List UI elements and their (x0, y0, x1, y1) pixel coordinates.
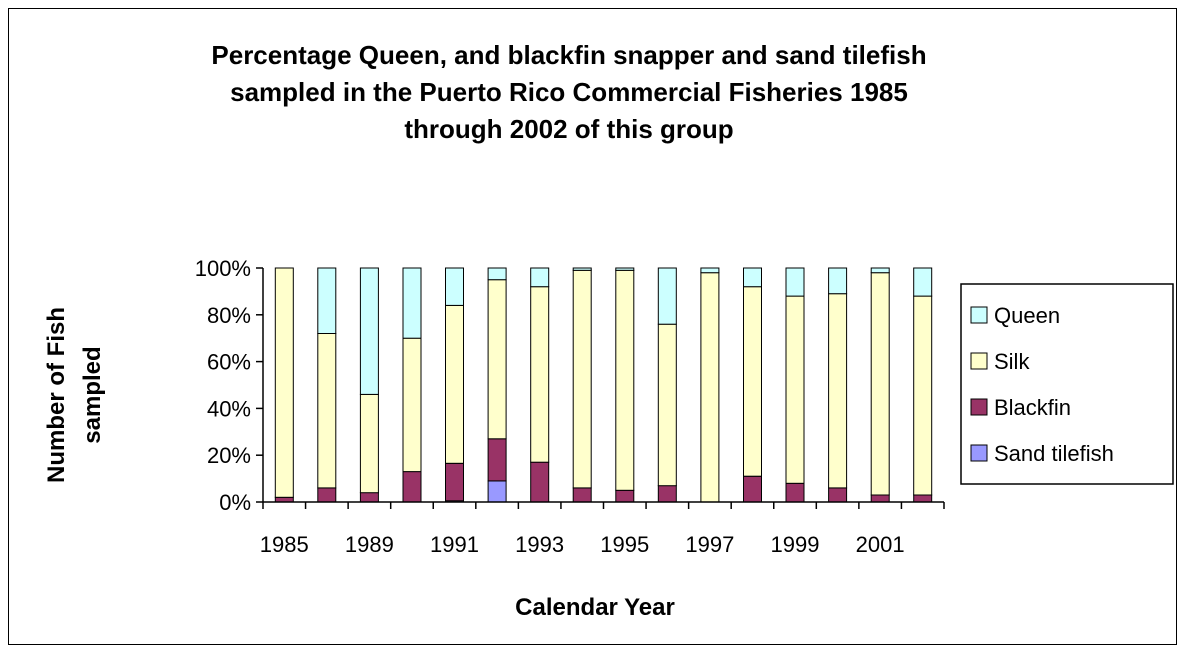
x-tick-label-1999: 1999 (771, 532, 820, 557)
legend-box (960, 283, 1174, 485)
bar-silk-1995 (615, 269, 635, 491)
y-tick-label-40: 40% (207, 396, 251, 421)
bar-blackfin-1996 (657, 485, 677, 503)
bar-queen-1989 (359, 267, 379, 395)
bar-silk-2001 (870, 272, 890, 496)
bar-queen-1994 (572, 267, 592, 271)
bar-silk-1998 (743, 286, 762, 477)
bar-silk-2002 (913, 295, 933, 496)
x-tick-label-2001: 2001 (856, 532, 905, 557)
legend-swatch-blackfin (970, 398, 988, 416)
legend-label-silk: Silk (994, 349, 1030, 374)
chart-frame: Percentage Queen, and blackfin snapper a… (8, 8, 1177, 645)
bar-queen-1986 (317, 267, 337, 334)
bar-queen-2000 (828, 267, 848, 295)
y-tick-label-20: 20% (207, 443, 251, 468)
x-tick-label-1995: 1995 (600, 532, 649, 557)
x-axis-title: Calendar Year (515, 594, 675, 621)
bar-silk-1993 (530, 286, 550, 463)
bar-blackfin-1992 (487, 438, 507, 482)
y-axis-title-line-2: sampled (79, 346, 106, 443)
bar-silk-1992 (487, 279, 507, 440)
bar-blackfin-1999 (785, 482, 805, 503)
legend-label-queen: Queen (994, 303, 1060, 328)
x-tick-label-1989: 1989 (345, 532, 394, 557)
bar-queen-1993 (530, 267, 550, 288)
chart-title-line-2: sampled in the Puerto Rico Commercial Fi… (230, 77, 908, 107)
chart-title: Percentage Queen, and blackfin snapper a… (211, 40, 926, 144)
legend-swatch-queen (970, 306, 988, 324)
legend-label-sand-tilefish: Sand tilefish (994, 441, 1114, 466)
bar-silk-2000 (828, 293, 848, 489)
chart-title-line-3: through 2002 of this group (404, 114, 733, 144)
bar-silk-1996 (657, 323, 677, 487)
y-tick-label-0: 0% (219, 490, 251, 515)
bar-blackfin-1998 (743, 475, 762, 503)
y-axis-title-line-1: Number of Fish (43, 307, 70, 483)
y-tick-label-80: 80% (207, 303, 251, 328)
bar-blackfin-2002 (913, 494, 933, 503)
plot-area: 0% 20% 40% 60% 80% 100% 1985 1989 1991 1993 1995 19… (195, 256, 945, 557)
legend-label-blackfin: Blackfin (994, 395, 1071, 420)
chart-svg: Percentage Queen, and blackfin snapper a… (43, 40, 1174, 621)
bar-queen-1996 (657, 267, 677, 325)
y-tick-label-60: 60% (207, 350, 251, 375)
bar-silk-1991 (445, 304, 464, 464)
bar-silk-1994 (572, 269, 592, 489)
bar-queen-1999 (785, 267, 805, 297)
bar-silk-1986 (317, 333, 337, 489)
bar-queen-1992 (487, 267, 507, 281)
y-axis-title: Number of Fish sampled (43, 307, 106, 483)
bar-queen-2001 (870, 267, 890, 274)
legend: Queen Silk Blackfin Sand tilefish (960, 283, 1174, 485)
bar-silk-1999 (785, 295, 805, 484)
bar-queen-1997 (700, 267, 720, 274)
y-tick-label-100: 100% (195, 256, 251, 281)
bar-blackfin-1994 (572, 487, 592, 503)
bar-blackfin-2001 (870, 494, 890, 503)
bar-blackfin-1990 (402, 471, 422, 503)
bar-blackfin-1995 (615, 489, 635, 503)
bar-silk-1997 (700, 272, 720, 503)
bar-blackfin-2000 (828, 487, 848, 503)
bar-queen-1995 (615, 267, 635, 271)
bar-silk-1990 (402, 337, 422, 473)
bar-blackfin-1989 (359, 492, 379, 503)
bar-silk-1989 (359, 393, 379, 494)
bar-queen-1998 (743, 267, 762, 288)
x-tick-label-1997: 1997 (685, 532, 734, 557)
legend-swatch-silk (970, 352, 988, 370)
bar-blackfin-1991 (445, 462, 464, 502)
bar-blackfin-1993 (530, 461, 550, 503)
bar-queen-1991 (445, 267, 464, 306)
x-tick-label-1993: 1993 (515, 532, 564, 557)
bar-queen-2002 (913, 267, 933, 297)
bar-silk-1985 (274, 267, 294, 498)
legend-swatch-sand-tilefish (970, 444, 988, 462)
bar-blackfin-1986 (317, 487, 337, 503)
bar-sand-tilefish-1992 (487, 480, 507, 503)
chart-title-line-1: Percentage Queen, and blackfin snapper a… (211, 40, 926, 70)
bar-queen-1990 (402, 267, 422, 339)
x-tick-label-1985: 1985 (260, 532, 309, 557)
x-tick-label-1991: 1991 (430, 532, 479, 557)
